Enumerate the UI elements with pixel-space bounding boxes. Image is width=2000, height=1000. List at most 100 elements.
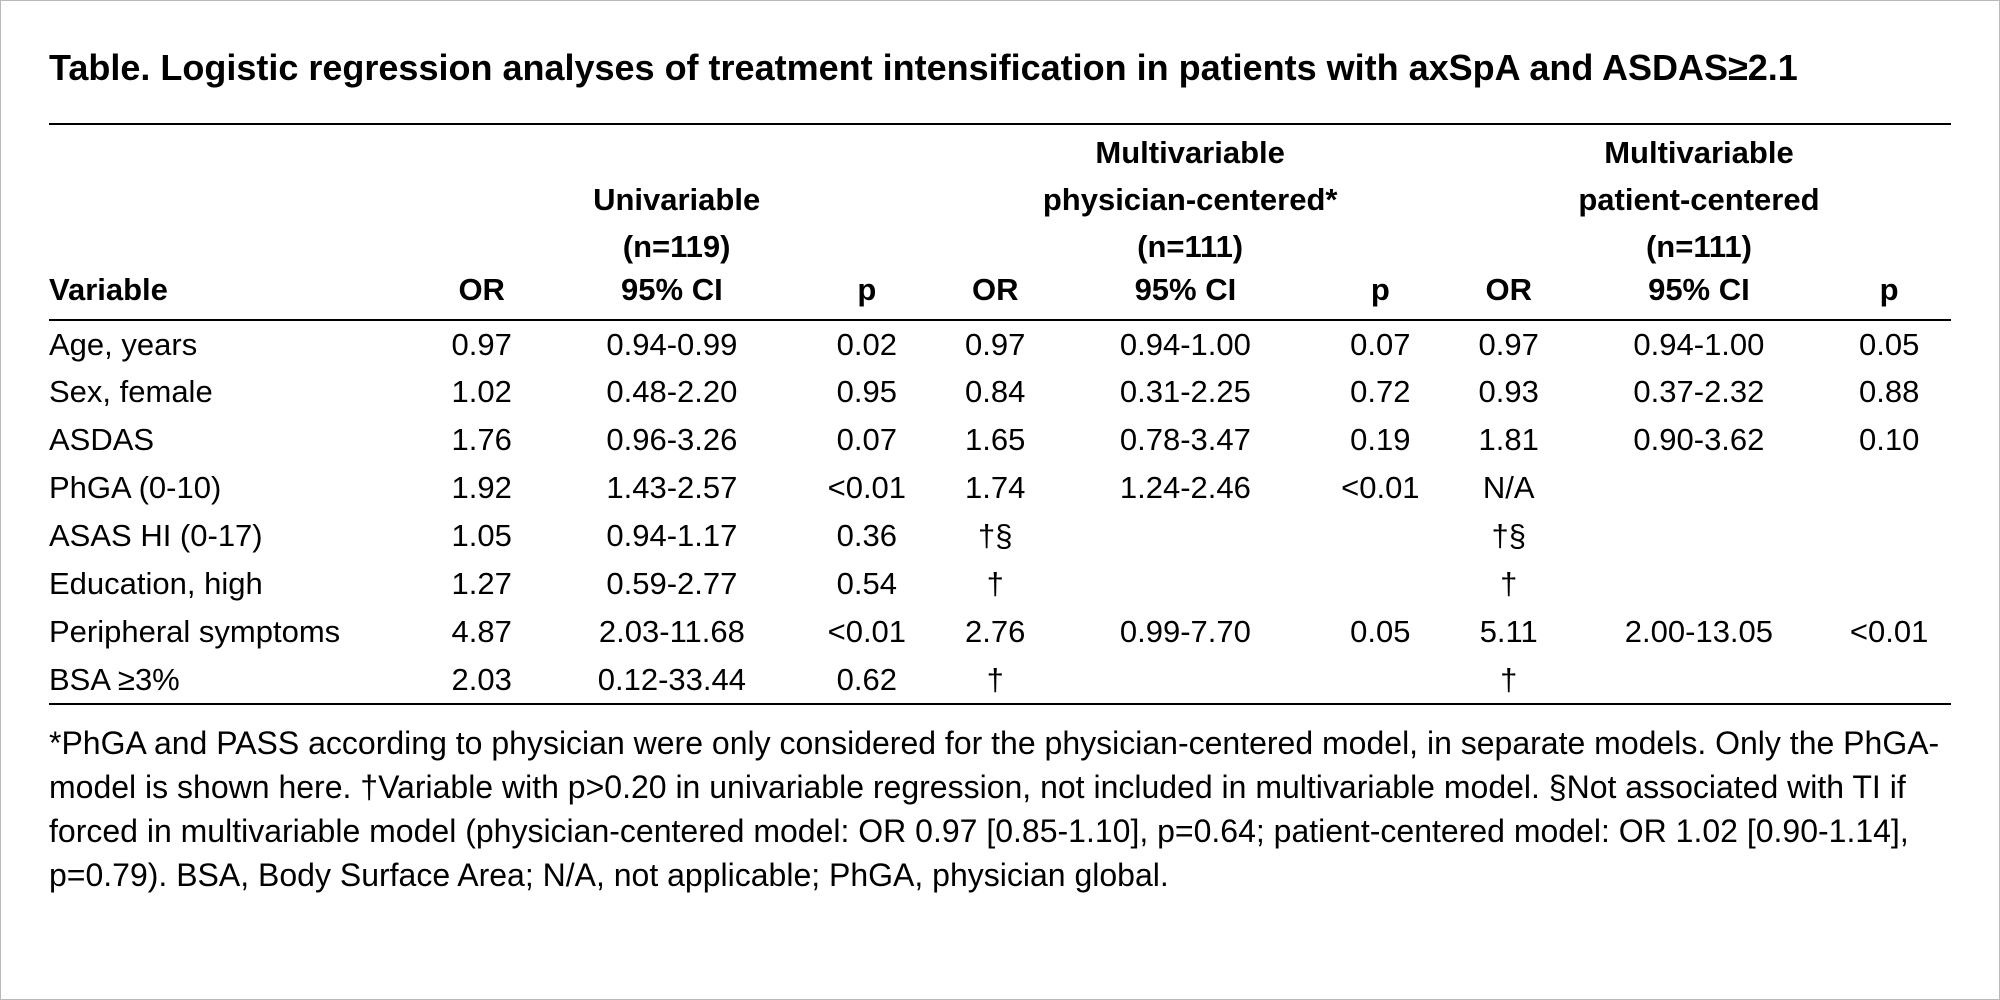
or-cell: 1.27 xyxy=(451,566,512,602)
ci-cell xyxy=(1571,464,1828,512)
group-header-row: Univariable (n=119) Multivariable physic… xyxy=(49,124,1951,270)
ci-cell: 2.03-11.68 xyxy=(598,614,745,650)
group-line xyxy=(420,129,934,176)
column-header-row: Variable OR 95% CI p OR 95% CI p OR 95% … xyxy=(49,270,1951,322)
p-cell: <0.01 xyxy=(1341,470,1420,506)
variable-cell: PhGA (0-10) xyxy=(49,470,222,506)
ci-header: 95% CI xyxy=(1057,270,1314,322)
variable-cell: ASDAS xyxy=(49,422,155,458)
table-row: Age, years 0.97 0.94-0.99 0.02 0.97 0.94… xyxy=(49,320,1951,368)
variable-cell: Peripheral symptoms xyxy=(49,614,341,650)
group-header-univariable: Univariable (n=119) xyxy=(420,124,934,270)
variable-cell: ASAS HI (0-17) xyxy=(49,518,263,554)
ci-header: 95% CI xyxy=(543,270,801,322)
p-cell: 0.05 xyxy=(1350,614,1411,650)
or-header: OR xyxy=(933,270,1058,322)
or-cell: †§ xyxy=(1491,518,1526,554)
p-cell: 0.10 xyxy=(1858,422,1920,458)
variable-cell: Age, years xyxy=(49,326,198,362)
or-cell: 2.03 xyxy=(451,661,512,697)
group-line: Multivariable xyxy=(1095,135,1285,171)
or-cell: †§ xyxy=(977,518,1013,554)
p-cell xyxy=(1314,656,1447,704)
ci-cell: 0.99-7.70 xyxy=(1119,614,1251,650)
or-cell: 1.76 xyxy=(451,422,512,458)
ci-cell: 1.24-2.46 xyxy=(1119,470,1251,506)
group-line: (n=119) xyxy=(622,229,731,265)
or-cell: 1.92 xyxy=(451,470,512,506)
p-header: p xyxy=(800,270,934,322)
or-header: OR xyxy=(1446,270,1571,322)
group-line: Univariable xyxy=(593,182,761,218)
or-cell: 1.02 xyxy=(451,374,512,410)
ci-cell: 2.00-13.05 xyxy=(1624,614,1774,650)
p-cell: <0.01 xyxy=(827,614,907,650)
ci-cell: 0.78-3.47 xyxy=(1119,422,1251,458)
ci-cell: 0.37-2.32 xyxy=(1633,374,1765,410)
or-cell: 1.65 xyxy=(965,422,1026,458)
ci-cell: 0.94-1.17 xyxy=(606,518,738,554)
variable-cell: Education, high xyxy=(49,566,263,602)
ci-cell: 0.48-2.20 xyxy=(606,374,738,410)
ci-cell: 0.96-3.26 xyxy=(606,422,738,458)
variable-cell: BSA ≥3% xyxy=(49,661,180,697)
table-row: BSA ≥3% 2.03 0.12-33.44 0.62 † † xyxy=(49,656,1951,704)
p-cell: 0.36 xyxy=(836,518,897,554)
or-cell: N/A xyxy=(1482,470,1535,506)
group-line: (n=111) xyxy=(1645,229,1752,265)
p-cell xyxy=(1314,560,1447,608)
table-row: ASAS HI (0-17) 1.05 0.94-1.17 0.36 †§ †§ xyxy=(49,512,1951,560)
ci-cell xyxy=(1571,512,1828,560)
p-header: p xyxy=(1827,270,1951,322)
p-cell xyxy=(1827,512,1951,560)
ci-cell: 1.43-2.57 xyxy=(606,470,738,506)
ci-cell xyxy=(1057,656,1314,704)
variable-cell: Sex, female xyxy=(49,374,213,410)
table-row: PhGA (0-10) 1.92 1.43-2.57 <0.01 1.74 1.… xyxy=(49,464,1951,512)
group-header-physician-centered: Multivariable physician-centered* (n=111… xyxy=(933,124,1447,270)
ci-cell: 0.59-2.77 xyxy=(606,566,738,602)
table-row: Sex, female 1.02 0.48-2.20 0.95 0.84 0.3… xyxy=(49,368,1951,416)
group-line: (n=111) xyxy=(1137,229,1244,265)
p-cell: 0.72 xyxy=(1350,374,1411,410)
or-cell: 1.74 xyxy=(965,470,1026,506)
regression-table: Univariable (n=119) Multivariable physic… xyxy=(49,123,1951,706)
or-cell: † xyxy=(1500,661,1518,697)
p-cell: <0.01 xyxy=(1849,614,1929,650)
p-cell: 0.05 xyxy=(1858,326,1920,362)
group-header-spacer xyxy=(49,124,420,270)
ci-cell: 0.90-3.62 xyxy=(1633,422,1765,458)
ci-cell xyxy=(1571,560,1828,608)
p-cell: 0.62 xyxy=(836,661,897,697)
or-cell: 0.97 xyxy=(965,326,1026,362)
p-header: p xyxy=(1313,270,1447,322)
p-cell: 0.19 xyxy=(1350,422,1411,458)
or-cell: † xyxy=(1500,566,1518,602)
ci-cell xyxy=(1571,656,1828,704)
p-cell: <0.01 xyxy=(827,470,907,506)
p-cell xyxy=(1314,512,1447,560)
or-cell: † xyxy=(986,566,1004,602)
or-cell: 4.87 xyxy=(451,614,512,650)
p-cell: 0.88 xyxy=(1858,374,1920,410)
or-cell: 2.76 xyxy=(965,614,1026,650)
or-cell: 0.97 xyxy=(451,326,512,362)
p-cell xyxy=(1827,656,1951,704)
or-cell: 0.93 xyxy=(1478,374,1539,410)
ci-header: 95% CI xyxy=(1570,270,1828,322)
or-cell: † xyxy=(986,661,1004,697)
group-line: patient-centered xyxy=(1578,182,1820,218)
ci-cell xyxy=(1057,560,1314,608)
group-line: Multivariable xyxy=(1604,135,1794,171)
p-cell: 0.07 xyxy=(836,422,897,458)
table-row: Peripheral symptoms 4.87 2.03-11.68 <0.0… xyxy=(49,608,1951,656)
table-row: Education, high 1.27 0.59-2.77 0.54 † † xyxy=(49,560,1951,608)
p-cell: 0.07 xyxy=(1350,326,1411,362)
ci-cell: 0.12-33.44 xyxy=(597,661,746,697)
p-cell xyxy=(1827,464,1951,512)
table-title: Table. Logistic regression analyses of t… xyxy=(49,47,1798,88)
p-cell: 0.95 xyxy=(836,374,897,410)
ci-cell: 0.31-2.25 xyxy=(1119,374,1251,410)
or-cell: 0.84 xyxy=(965,374,1026,410)
